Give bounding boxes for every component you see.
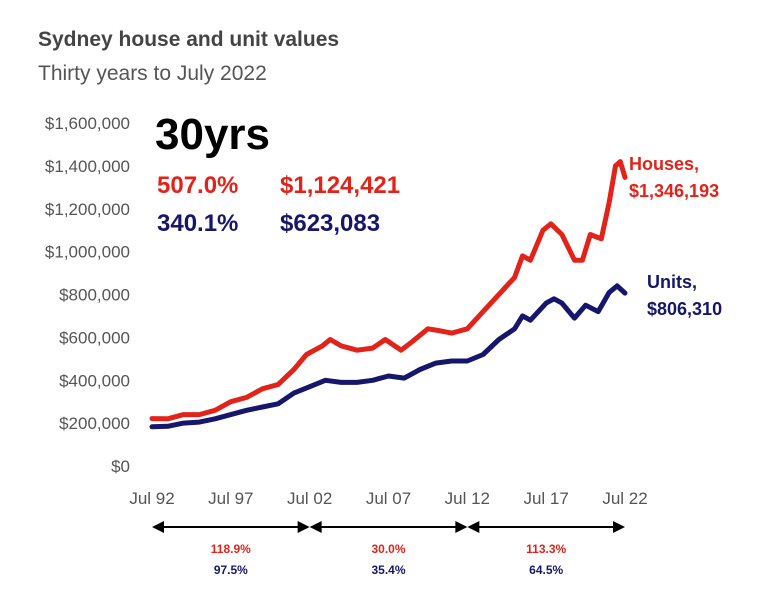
period-houses-growth: 113.3% [526,542,566,556]
x-tick-label: Jul 07 [366,489,411,508]
period-arrow-head-right [455,521,468,533]
houses-growth: 507.0% [157,172,239,199]
x-tick-label: Jul 92 [129,489,174,508]
x-tick-label: Jul 17 [523,489,568,508]
period-arrow-head-right [613,521,625,533]
period-units-growth: 64.5% [529,563,563,577]
period-units-growth: 97.5% [214,563,248,577]
y-tick-label: $200,000 [59,414,130,433]
series-line-houses [149,159,628,422]
x-tick-label: Jul 22 [602,489,647,508]
series-line-units [149,283,628,430]
y-tick-label: $0 [111,457,130,476]
period-label: 30yrs [155,110,271,159]
y-tick-label: $600,000 [59,328,130,347]
series-end-label-houses: $1,346,193 [629,181,719,201]
series-end-label-houses: Houses, [629,154,699,174]
y-tick-label: $1,200,000 [45,200,130,219]
x-tick-label: Jul 12 [445,489,490,508]
y-tick-label: $1,600,000 [45,114,130,133]
period-units-growth: 35.4% [371,563,405,577]
y-tick-label: $1,000,000 [45,243,130,262]
y-tick-label: $800,000 [59,286,130,305]
units-growth: 340.1% [157,210,239,237]
period-arrow-head-left [152,521,164,533]
x-tick-label: Jul 97 [208,489,253,508]
series-end-label-units: $806,310 [647,299,722,319]
x-tick-label: Jul 02 [287,489,332,508]
chart-title: Sydney house and unit values [38,28,340,51]
series-end-label-units: Units, [647,272,697,292]
period-houses-growth: 30.0% [371,542,405,556]
y-tick-label: $1,400,000 [45,157,130,176]
period-houses-growth: 118.9% [211,542,251,556]
houses-value: $1,124,421 [280,172,401,199]
period-arrow-head-left [467,521,480,533]
units-value: $623,083 [280,210,381,237]
period-arrow-head-left [309,521,322,533]
chart-subtitle: Thirty years to July 2022 [38,62,267,85]
period-arrow-head-right [297,521,310,533]
y-tick-label: $400,000 [59,371,130,390]
